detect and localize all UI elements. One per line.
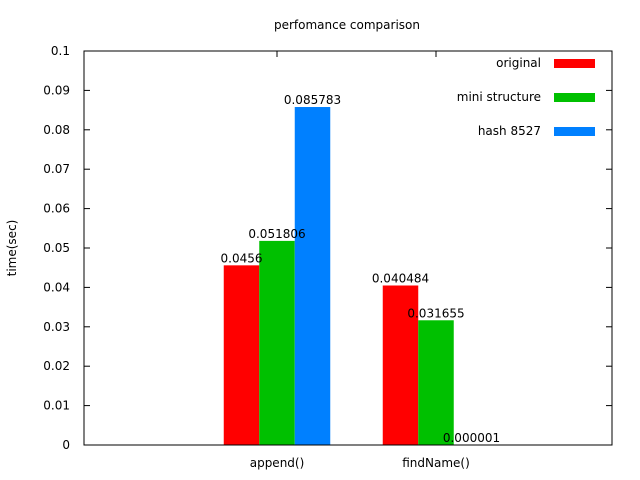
legend-label: mini structure [457,90,541,104]
data-label: 0.031655 [407,306,464,320]
bar-mini-structure-1 [418,320,454,445]
bar-original-0 [223,265,260,445]
data-labels: 0.0456 0.040484 0.051806 0.031655 0.085783 0.… [221,93,501,445]
bar-hash-8527-0 [294,107,331,445]
y-tick-label: 0.07 [43,162,70,176]
y-tick-label: 0.09 [43,83,70,97]
data-label: 0.085783 [284,93,341,107]
y-tick-label: 0.1 [51,44,70,58]
legend: original mini structure hash 8527 [457,56,595,138]
data-label: 0.000001 [443,431,500,445]
legend-label: original [496,56,541,70]
y-tick-label: 0 [62,438,70,452]
y-tick-label: 0.08 [43,123,70,137]
legend-label: hash 8527 [478,124,541,138]
bars [223,107,454,445]
data-label: 0.0456 [221,251,263,265]
x-tick-label: findName() [402,456,470,470]
plot-border [83,50,613,446]
y-tick-label: 0.01 [43,399,70,413]
chart-title: perfomance comparison [274,18,420,32]
y-axis-label: time(sec) [5,220,19,277]
data-label: 0.040484 [372,271,429,285]
legend-swatch [554,59,595,68]
bar-original-1 [382,285,419,445]
bar-mini-structure-0 [259,240,295,445]
data-label: 0.051806 [248,227,305,241]
y-axis-ticks: 0 0.01 0.02 0.03 0.04 0.05 0.06 0.07 0.08 0.09 0.1 [43,44,612,452]
x-tick-label: append() [250,456,305,470]
y-tick-label: 0.05 [43,241,70,255]
legend-swatch [554,127,595,136]
y-tick-label: 0.03 [43,320,70,334]
x-axis-ticks: append() findName() [250,51,470,470]
y-tick-label: 0.06 [43,202,70,216]
legend-swatch [554,93,595,102]
y-tick-label: 0.02 [43,359,70,373]
y-tick-label: 0.04 [43,280,70,294]
